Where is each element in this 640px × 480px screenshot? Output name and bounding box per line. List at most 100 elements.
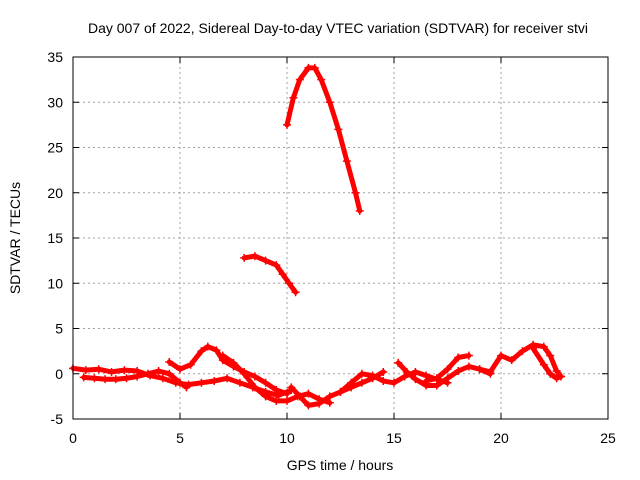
data-point <box>295 392 304 401</box>
data-point <box>497 351 505 360</box>
data-point <box>518 347 527 356</box>
data-point <box>250 372 259 381</box>
data-point <box>154 367 163 376</box>
data-point <box>158 374 167 383</box>
series-arc-g <box>395 360 493 388</box>
data-point <box>250 383 259 392</box>
data-point <box>342 157 351 166</box>
series-arc-b-markers <box>79 367 191 392</box>
data-point <box>454 367 463 376</box>
data-point <box>90 374 99 383</box>
series-arc-e <box>288 369 386 408</box>
data-point <box>379 367 388 376</box>
data-point <box>203 342 212 351</box>
y-tick-label: 15 <box>47 230 63 246</box>
data-point <box>310 63 319 72</box>
data-point <box>552 367 561 376</box>
data-point <box>422 376 431 385</box>
data-point <box>122 374 131 383</box>
x-tick-label: 25 <box>600 430 616 446</box>
data-point <box>357 378 366 387</box>
data-point <box>295 75 304 84</box>
data-point <box>186 360 195 369</box>
data-point <box>317 75 326 84</box>
data-point <box>261 256 270 265</box>
y-tick-label: -5 <box>51 411 64 427</box>
series-high-arc-1-markers <box>283 63 364 215</box>
data-point <box>261 392 270 401</box>
series-arc-h-markers <box>422 351 473 385</box>
data-point <box>240 253 249 262</box>
tick-group: 0 5 10 15 20 25 -5 0 5 10 15 20 25 30 35 <box>47 49 616 446</box>
data-point <box>176 365 184 374</box>
data-point <box>347 378 356 387</box>
data-point <box>464 351 473 360</box>
y-tick-label: 20 <box>47 185 63 201</box>
data-point <box>272 386 281 395</box>
data-point <box>411 367 420 376</box>
data-point <box>486 367 495 376</box>
data-point <box>379 376 388 385</box>
data-point <box>355 206 364 215</box>
data-point <box>235 378 244 387</box>
data-point <box>283 389 291 398</box>
y-tick-label: 10 <box>47 275 63 291</box>
x-tick-label: 20 <box>493 430 509 446</box>
data-point <box>101 375 110 384</box>
data-point <box>507 356 516 365</box>
data-point <box>539 360 548 369</box>
data-point <box>454 353 463 362</box>
data-point <box>411 375 420 384</box>
chart-title: Day 007 of 2022, Sidereal Day-to-day VTE… <box>88 20 588 36</box>
data-point <box>197 347 206 356</box>
data-point <box>432 381 441 390</box>
data-point <box>287 383 296 392</box>
data-point <box>304 389 313 398</box>
data-point <box>120 366 129 375</box>
data-point <box>165 369 174 378</box>
series-arc-j-markers <box>529 344 565 383</box>
y-tick-label: 35 <box>47 49 63 65</box>
data-point <box>443 374 452 383</box>
grid <box>73 57 608 419</box>
data-point <box>165 357 174 366</box>
data-point <box>546 351 555 360</box>
data-point <box>334 125 343 134</box>
data-point <box>81 366 90 375</box>
data-point <box>111 375 120 384</box>
series-arc-d-markers <box>218 351 334 407</box>
series-arc-f-markers <box>336 367 452 396</box>
y-tick-label: 0 <box>55 366 63 382</box>
x-tick-label: 0 <box>69 430 77 446</box>
y-tick-label: 25 <box>47 140 63 156</box>
data-point <box>285 279 294 288</box>
data-point <box>325 392 334 401</box>
data-point <box>218 351 227 360</box>
series-arc-i <box>477 342 564 379</box>
data-point <box>291 288 300 297</box>
data-point <box>223 374 232 383</box>
data-point <box>368 371 377 380</box>
data-point <box>529 344 538 353</box>
data-point <box>250 252 259 261</box>
x-tick-label: 15 <box>386 430 402 446</box>
data-point <box>261 378 270 387</box>
data-point <box>212 346 221 355</box>
series-high-arc-1 <box>284 65 363 214</box>
series-high-arc-2-markers <box>240 252 300 297</box>
data-point <box>464 362 473 371</box>
data-point <box>539 342 548 351</box>
data-point <box>351 188 360 197</box>
data-point <box>394 358 403 367</box>
series-group <box>69 63 565 410</box>
data-point <box>432 374 441 383</box>
data-point <box>283 120 291 129</box>
data-point <box>475 365 484 374</box>
data-point <box>546 369 555 378</box>
y-tick-label: 5 <box>55 321 63 337</box>
data-point <box>357 369 366 378</box>
x-tick-label: 10 <box>279 430 295 446</box>
data-point <box>278 270 287 279</box>
data-point <box>210 376 219 385</box>
